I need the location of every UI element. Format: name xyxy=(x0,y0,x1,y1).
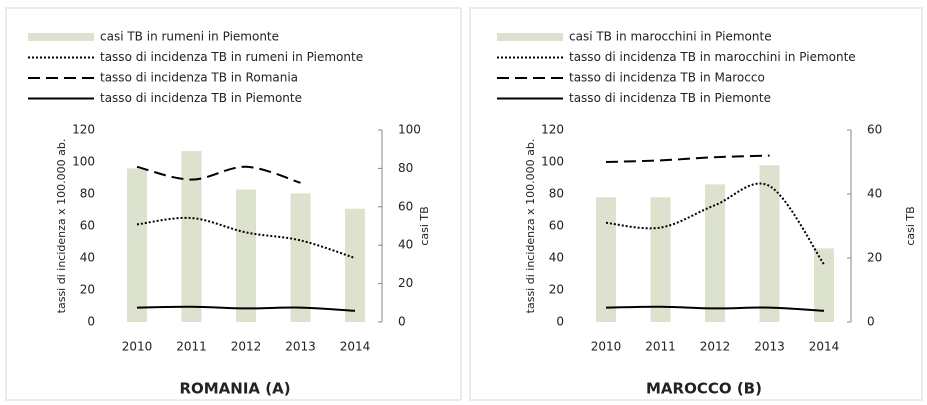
chart-title: MAROCCO (B) xyxy=(646,380,762,398)
y-tick-label: 0 xyxy=(556,315,564,329)
line xyxy=(605,154,770,163)
y-axis-label: tassi di incidenza x 100.000 ab. xyxy=(524,139,537,314)
y-tick-label: 120 xyxy=(541,123,564,137)
y2-tick-label: 0 xyxy=(398,315,406,329)
legend-label: tasso di incidenza TB in Piemonte xyxy=(100,91,302,105)
y-tick-label: 100 xyxy=(541,155,564,169)
bar xyxy=(290,193,311,322)
line xyxy=(136,305,356,312)
bar xyxy=(705,184,725,322)
y-tick-label: 80 xyxy=(80,187,95,201)
bar xyxy=(814,248,834,322)
y2-tick-label: 60 xyxy=(398,199,413,213)
legend-swatch xyxy=(497,33,563,41)
y-tick-label: 60 xyxy=(549,219,564,233)
x-tick-label: 2012 xyxy=(231,340,262,354)
legend-label: tasso di incidenza TB in rumeni in Piemo… xyxy=(100,50,363,64)
legend-label: casi TB in rumeni in Piemonte xyxy=(100,30,279,44)
y2-tick-label: 0 xyxy=(867,315,875,329)
x-tick-label: 2011 xyxy=(645,340,676,354)
bar xyxy=(650,197,671,322)
y-tick-label: 40 xyxy=(549,251,564,265)
y-axis-label: tassi di incidenza x 100.000 ab. xyxy=(55,139,68,314)
y2-tick-label: 20 xyxy=(867,251,882,265)
legend-label: casi TB in marocchini in Piemonte xyxy=(569,30,772,44)
y2-tick-label: 100 xyxy=(398,123,421,137)
bar xyxy=(596,197,616,322)
y-tick-label: 20 xyxy=(549,283,564,297)
x-tick-label: 2010 xyxy=(591,340,622,354)
legend-swatch xyxy=(28,33,94,41)
y2-tick-label: 40 xyxy=(398,238,413,252)
line xyxy=(136,165,301,184)
bar xyxy=(181,151,202,322)
bar xyxy=(759,165,780,322)
y2-tick-label: 20 xyxy=(398,276,413,290)
x-tick-label: 2013 xyxy=(754,340,785,354)
y-tick-label: 100 xyxy=(72,155,95,169)
y2-tick-label: 60 xyxy=(867,123,882,137)
panel-border xyxy=(469,7,923,401)
line xyxy=(136,216,356,259)
line xyxy=(605,305,825,312)
chart-title: ROMANIA (A) xyxy=(179,380,290,398)
legend-label: tasso di incidenza TB in Marocco xyxy=(569,71,765,85)
chart: 0 20 40 60 80 100 120 0 20 40 60 tassi di incidenza… xyxy=(497,30,917,398)
y-tick-label: 80 xyxy=(549,187,564,201)
y2-tick-label: 40 xyxy=(867,187,882,201)
y-tick-label: 120 xyxy=(72,123,95,137)
y-tick-label: 60 xyxy=(80,219,95,233)
x-tick-label: 2014 xyxy=(340,340,371,354)
bar xyxy=(127,168,147,322)
y-tick-label: 0 xyxy=(87,315,95,329)
legend-label: tasso di incidenza TB in marocchini in P… xyxy=(569,50,856,64)
bar xyxy=(345,208,365,322)
panel-border xyxy=(5,7,462,401)
x-tick-label: 2013 xyxy=(285,340,316,354)
y2-axis-label: casi TB xyxy=(904,206,917,245)
y2-tick-label: 80 xyxy=(398,161,413,175)
y2-axis-label: casi TB xyxy=(418,206,431,245)
y-tick-label: 20 xyxy=(80,283,95,297)
x-tick-label: 2010 xyxy=(122,340,153,354)
chart: 0 20 40 60 80 100 120 0 20 40 60 80 100 tassi di inci… xyxy=(28,30,431,398)
bar xyxy=(236,189,256,322)
x-tick-label: 2011 xyxy=(176,340,207,354)
legend-label: tasso di incidenza TB in Romania xyxy=(100,71,298,85)
x-tick-label: 2014 xyxy=(809,340,840,354)
x-tick-label: 2012 xyxy=(700,340,731,354)
legend-label: tasso di incidenza TB in Piemonte xyxy=(569,91,771,105)
y-tick-label: 40 xyxy=(80,251,95,265)
line xyxy=(605,182,825,265)
